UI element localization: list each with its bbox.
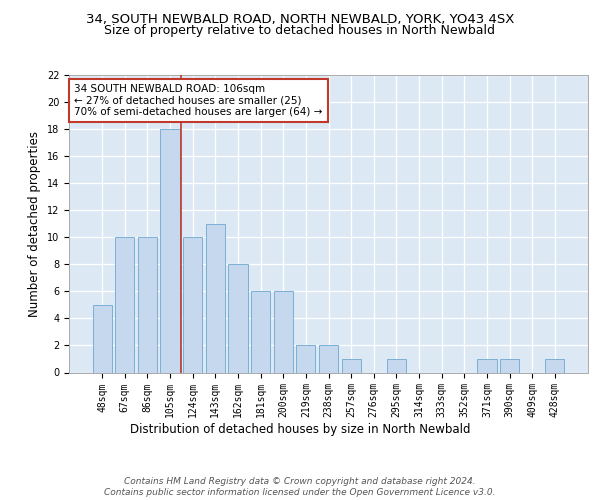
Bar xyxy=(274,292,293,372)
Bar xyxy=(545,359,565,372)
Bar xyxy=(206,224,225,372)
Text: Size of property relative to detached houses in North Newbald: Size of property relative to detached ho… xyxy=(104,24,496,37)
Bar xyxy=(319,346,338,372)
Bar xyxy=(183,238,202,372)
Bar xyxy=(341,359,361,372)
Bar xyxy=(229,264,248,372)
Bar xyxy=(138,238,157,372)
Bar xyxy=(477,359,497,372)
Bar xyxy=(296,346,316,372)
Text: 34, SOUTH NEWBALD ROAD, NORTH NEWBALD, YORK, YO43 4SX: 34, SOUTH NEWBALD ROAD, NORTH NEWBALD, Y… xyxy=(86,12,514,26)
Text: 34 SOUTH NEWBALD ROAD: 106sqm
← 27% of detached houses are smaller (25)
70% of s: 34 SOUTH NEWBALD ROAD: 106sqm ← 27% of d… xyxy=(74,84,323,117)
Y-axis label: Number of detached properties: Number of detached properties xyxy=(28,130,41,317)
Text: Contains HM Land Registry data © Crown copyright and database right 2024.
Contai: Contains HM Land Registry data © Crown c… xyxy=(104,478,496,497)
Bar xyxy=(115,238,134,372)
Bar xyxy=(160,129,180,372)
Bar xyxy=(387,359,406,372)
Bar xyxy=(92,305,112,372)
Text: Distribution of detached houses by size in North Newbald: Distribution of detached houses by size … xyxy=(130,422,470,436)
Bar xyxy=(500,359,519,372)
Bar xyxy=(251,292,270,372)
